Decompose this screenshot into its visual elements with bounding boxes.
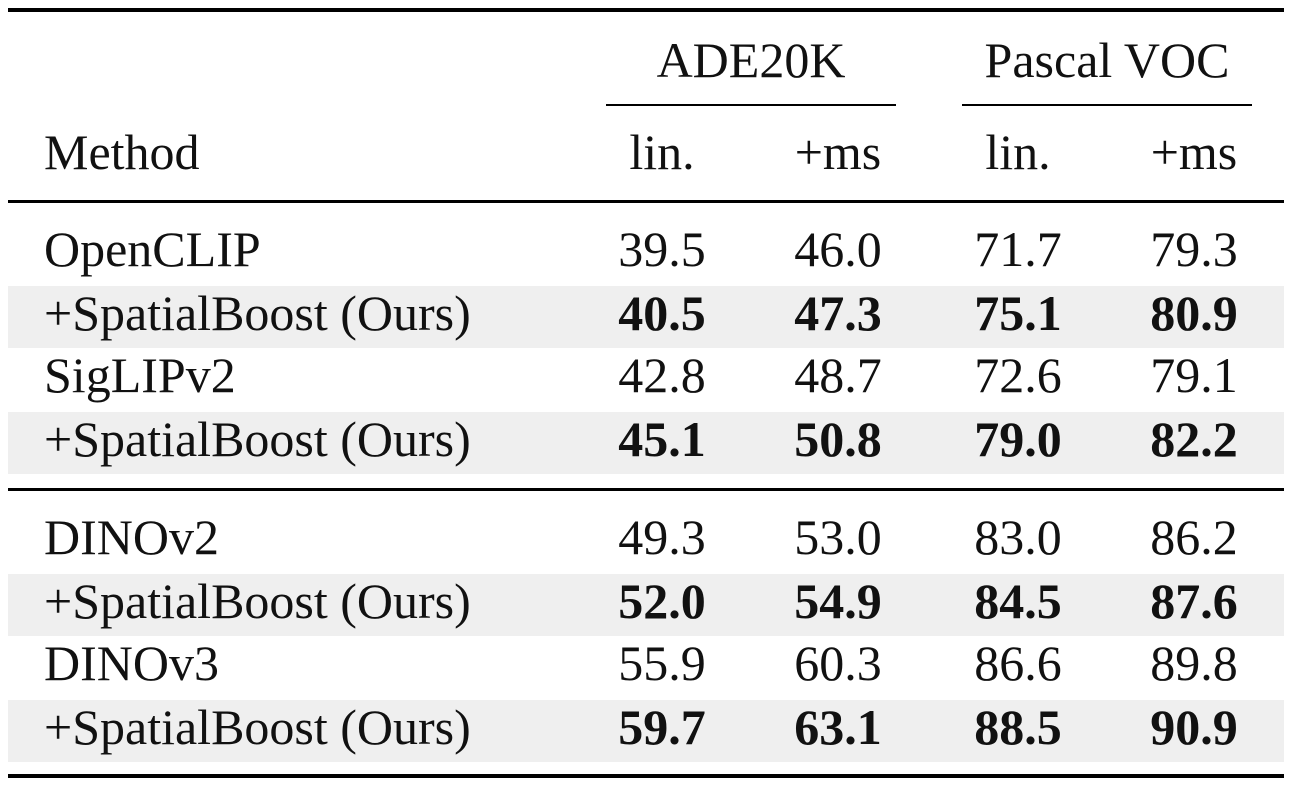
top-rule	[8, 8, 1284, 12]
row-band-shaded	[8, 700, 1284, 762]
header-rule	[8, 200, 1284, 203]
method-cell: DINOv3	[44, 635, 219, 691]
column-header-pascal-ms: +ms	[1150, 124, 1238, 180]
value-cell-best: 88.5	[974, 699, 1062, 755]
value-cell-best: 90.9	[1150, 699, 1238, 755]
value-cell-best: 52.0	[618, 573, 706, 629]
value-cell-best: 79.0	[974, 411, 1062, 467]
value-cell: 48.7	[794, 347, 882, 403]
method-cell: +SpatialBoost (Ours)	[44, 573, 471, 629]
ade20k-group-underline	[606, 104, 896, 106]
value-cell-best: 54.9	[794, 573, 882, 629]
row-band-shaded	[8, 286, 1284, 348]
value-cell-best: 59.7	[618, 699, 706, 755]
value-cell: 42.8	[618, 347, 706, 403]
value-cell: 86.6	[974, 635, 1062, 691]
method-cell: +SpatialBoost (Ours)	[44, 699, 471, 755]
method-cell: +SpatialBoost (Ours)	[44, 285, 471, 341]
value-cell-best: 75.1	[974, 285, 1062, 341]
method-cell: OpenCLIP	[44, 221, 261, 277]
column-header-pascal-lin: lin.	[985, 124, 1051, 180]
value-cell: 83.0	[974, 509, 1062, 565]
value-cell-best: 40.5	[618, 285, 706, 341]
method-cell: +SpatialBoost (Ours)	[44, 411, 471, 467]
value-cell: 60.3	[794, 635, 882, 691]
value-cell-best: 45.1	[618, 411, 706, 467]
value-cell-best: 47.3	[794, 285, 882, 341]
bottom-rule	[8, 774, 1284, 778]
value-cell: 79.3	[1150, 221, 1238, 277]
value-cell: 49.3	[618, 509, 706, 565]
group-header-pascal-voc: Pascal VOC	[984, 32, 1230, 88]
row-band-shaded	[8, 574, 1284, 636]
value-cell-best: 87.6	[1150, 573, 1238, 629]
value-cell: 71.7	[974, 221, 1062, 277]
value-cell: 79.1	[1150, 347, 1238, 403]
value-cell-best: 80.9	[1150, 285, 1238, 341]
section-divider-rule	[8, 488, 1284, 491]
value-cell: 72.6	[974, 347, 1062, 403]
value-cell-best: 50.8	[794, 411, 882, 467]
value-cell: 55.9	[618, 635, 706, 691]
pascal-voc-group-underline	[962, 104, 1252, 106]
column-header-ade20k-lin: lin.	[629, 124, 695, 180]
value-cell-best: 63.1	[794, 699, 882, 755]
value-cell-best: 84.5	[974, 573, 1062, 629]
value-cell: 46.0	[794, 221, 882, 277]
method-cell: SigLIPv2	[44, 347, 236, 403]
value-cell-best: 82.2	[1150, 411, 1238, 467]
column-header-method: Method	[44, 124, 200, 180]
value-cell: 89.8	[1150, 635, 1238, 691]
value-cell: 53.0	[794, 509, 882, 565]
value-cell: 39.5	[618, 221, 706, 277]
row-band-shaded	[8, 412, 1284, 474]
column-header-ade20k-ms: +ms	[794, 124, 882, 180]
group-header-ade20k: ADE20K	[656, 32, 846, 88]
method-cell: DINOv2	[44, 509, 219, 565]
value-cell: 86.2	[1150, 509, 1238, 565]
